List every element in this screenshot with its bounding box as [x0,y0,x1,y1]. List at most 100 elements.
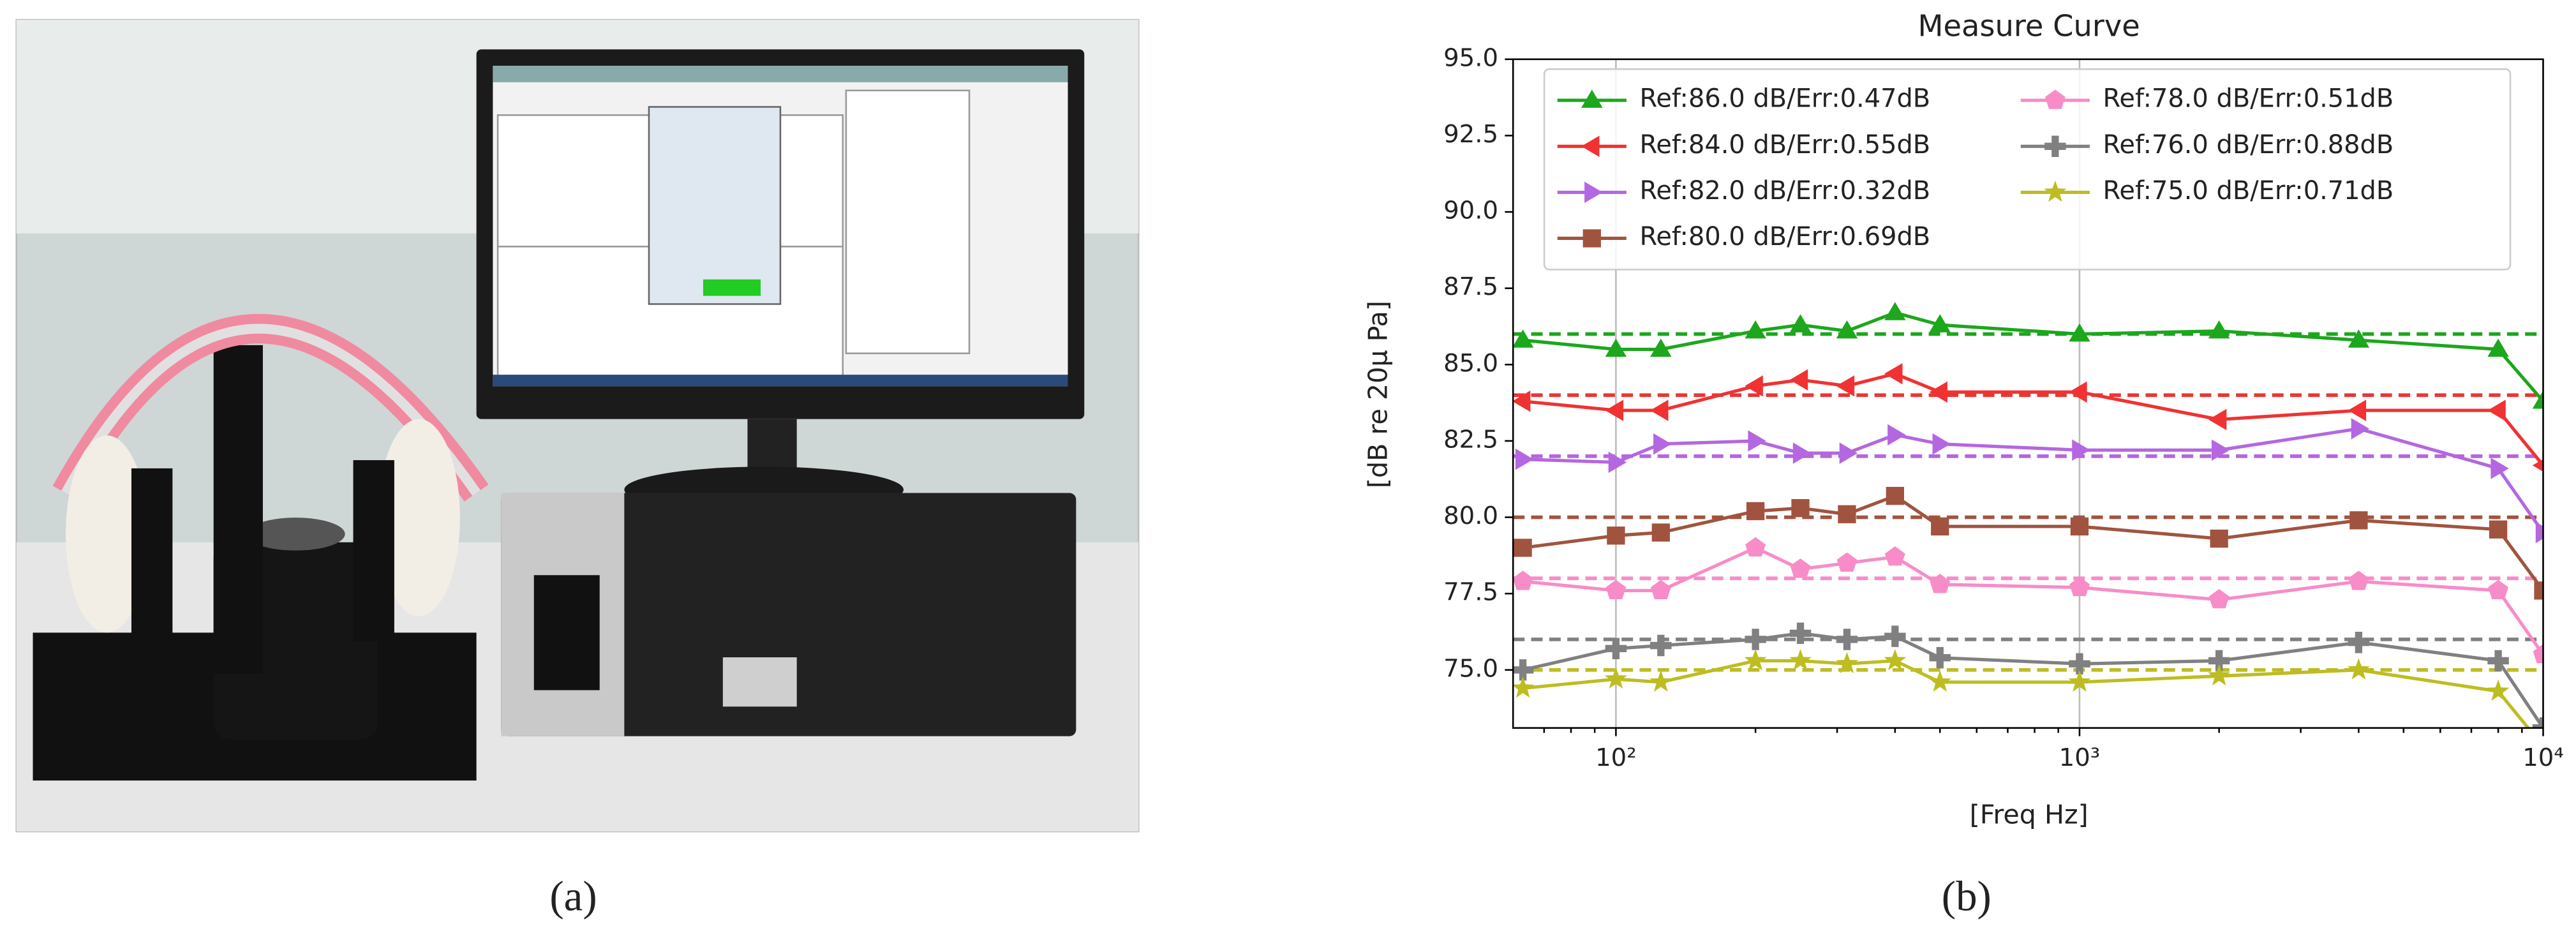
marker [1604,667,1627,689]
marker [1789,314,1812,332]
marker [1792,442,1812,464]
marker [1607,526,1625,545]
marker [1932,433,1951,455]
marker [2535,521,2543,544]
marker [2069,381,2087,403]
marker [1649,670,1672,692]
marker [2487,399,2506,421]
marker [1513,391,1531,412]
marker [2351,418,2370,440]
marker [1513,676,1535,698]
marker [2044,180,2067,202]
marker [1836,629,1858,650]
y-tick-label: 82.5 [1443,425,1498,454]
y-tick-label: 80.0 [1443,502,1498,530]
marker [1608,451,1627,474]
legend: Ref:86.0 dB/Err:0.47dB Ref:84.0 dB/Err:0.… [1543,68,2512,271]
series-line [1523,311,2543,403]
y-tick-label: 90.0 [1443,197,1498,225]
marker [1513,329,1534,348]
marker [1745,537,1766,556]
marker [1581,135,1600,158]
caption: (b) [1942,872,1992,920]
marker [1929,314,1951,332]
axes: 75.0 77.5 80.0 82.5 85.0 87.5 90.0 92.5 95.0 10² 1… [1443,43,2564,772]
marker [2210,529,2228,548]
marker [2349,511,2368,530]
y-tick-label: 75.0 [1443,654,1498,683]
marker [1650,338,1672,357]
legend-label: Ref:80.0 dB/Err:0.69dB [1639,222,1930,251]
marker [1884,302,1906,320]
marker [1513,571,1533,590]
marker [2072,439,2090,461]
marker [1930,574,1951,593]
marker [1836,552,1858,572]
marker [1836,375,1855,397]
series-line [1523,494,2543,592]
marker [1650,399,1669,421]
series-line [1523,659,2531,728]
marker [1651,523,1670,542]
legend-label: Ref:78.0 dB/Err:0.51dB [2103,84,2394,114]
marker [1746,502,1765,521]
marker [1931,517,1949,536]
x-tick-label: 10⁴ [2522,743,2564,772]
marker [1605,399,1624,421]
marker [1581,89,1603,108]
marker [1605,579,1627,599]
marker [2070,517,2089,536]
marker [1605,638,1627,660]
marker [2208,650,2230,672]
marker [1513,659,1534,681]
marker [2490,458,2509,479]
marker [2487,679,2510,701]
legend-label: Ref:76.0 dB/Err:0.88dB [2103,130,2394,160]
x-tick-label: 10³ [2059,743,2101,772]
marker [1653,433,1672,455]
y-tick-label: 92.5 [1443,120,1498,149]
legend-label: Ref:86.0 dB/Err:0.47dB [1639,84,1930,114]
marker [2347,658,2370,680]
legend-label: Ref:75.0 dB/Err:0.71dB [2103,176,2394,205]
marker [2532,717,2543,728]
plot-area [1513,302,2543,728]
marker [2211,439,2230,461]
y-tick-label: 77.5 [1443,578,1498,607]
marker [1745,375,1763,397]
y-tick-label: 87.5 [1443,272,1498,301]
axes-frame [1512,58,2544,729]
marker [1748,430,1766,452]
marker [2208,408,2227,431]
marker [1838,505,1856,523]
caption: (a) [549,872,597,920]
y-axis-label: [dB re 20μ Pa] [1363,301,1394,488]
marker [2533,644,2543,664]
marker [1884,625,1906,647]
legend-label: Ref:82.0 dB/Err:0.32dB [1639,176,1930,205]
marker [2068,670,2091,692]
marker [1839,442,1858,464]
marker [2069,576,2090,597]
marker [1884,362,1903,385]
marker [1791,499,1810,518]
series-line [1523,371,2543,466]
legend-box [1543,68,2512,271]
marker [2348,399,2367,421]
marker [2044,135,2066,158]
marker [2532,459,2543,472]
marker [1929,381,1947,403]
y-tick-label: 85.0 [1443,349,1498,378]
marker [1887,424,1906,446]
marker [1650,634,1672,657]
marker [1514,539,1532,557]
marker [1836,320,1858,339]
marker [2069,323,2090,342]
marker [1584,181,1603,204]
marker [2348,571,2369,590]
marker [2487,650,2509,672]
marker [1650,579,1671,599]
marker [2208,664,2231,686]
